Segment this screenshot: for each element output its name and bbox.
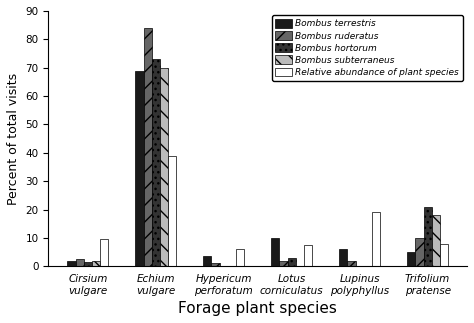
Bar — [144, 28, 152, 266]
Bar — [271, 238, 280, 266]
Bar — [92, 261, 100, 266]
Bar — [100, 239, 108, 266]
Bar — [407, 252, 415, 266]
X-axis label: Forage plant species: Forage plant species — [178, 301, 337, 316]
Bar — [160, 68, 168, 266]
Bar — [203, 256, 211, 266]
Bar — [84, 262, 92, 266]
Bar — [136, 70, 144, 266]
Bar — [424, 207, 432, 266]
Bar — [67, 261, 75, 266]
Bar — [347, 261, 356, 266]
Bar — [372, 212, 380, 266]
Bar — [236, 249, 244, 266]
Bar — [415, 238, 424, 266]
Bar — [75, 259, 84, 266]
Bar — [440, 244, 448, 266]
Y-axis label: Percent of total visits: Percent of total visits — [7, 73, 20, 205]
Bar — [304, 245, 312, 266]
Bar — [168, 156, 176, 266]
Bar — [288, 258, 296, 266]
Bar — [152, 59, 160, 266]
Legend: Bombus terrestris, Bombus ruderatus, Bombus hortorum, Bombus subterraneus, Relat: Bombus terrestris, Bombus ruderatus, Bom… — [272, 16, 463, 80]
Bar — [339, 249, 347, 266]
Bar — [432, 215, 440, 266]
Bar — [280, 261, 288, 266]
Bar — [211, 264, 219, 266]
